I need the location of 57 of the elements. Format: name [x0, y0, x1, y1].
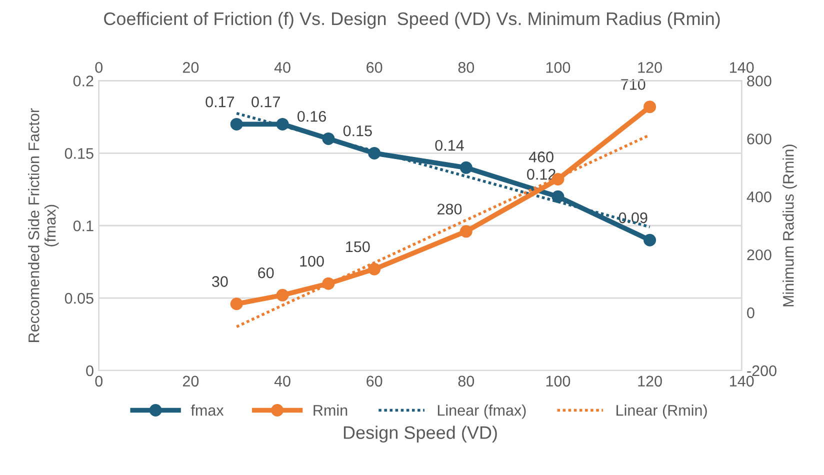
x-tick-label: 20: [182, 376, 199, 387]
x2-tick-label: 100: [546, 62, 570, 73]
data-label: 0.16: [297, 110, 326, 122]
x-tick-label: 0: [95, 376, 103, 387]
data-label: 0.17: [206, 96, 234, 108]
x-tick-label: 140: [730, 376, 754, 387]
x-axis-title: Design Speed (VD): [344, 426, 497, 443]
legend-label: Linear (Rmin): [616, 404, 707, 419]
legend-label: Linear (fmax): [438, 404, 526, 419]
y-tick-label: 0: [86, 365, 94, 376]
point: [644, 100, 656, 114]
y-axis-title: Reccomended Side Friction Factor (fmax): [28, 108, 59, 342]
point: [368, 262, 381, 276]
data-label: 150: [346, 241, 370, 252]
data-label: 30: [212, 276, 228, 287]
data-label: 0.14: [435, 140, 464, 151]
point: [644, 234, 656, 246]
data-label: 0.15: [343, 125, 372, 136]
x-tick-label: 120: [638, 376, 662, 387]
data-label: 0.12: [527, 168, 556, 180]
x2-tick-label: 80: [458, 62, 474, 73]
y2-tick-label: 200: [747, 249, 772, 260]
y2-axis-title: Minimum Radius (Rmin): [782, 144, 797, 306]
data-label: 60: [258, 267, 274, 278]
y2-tick-label: 800: [747, 76, 772, 86]
point: [460, 225, 472, 238]
chart-title: Coefficient of Friction (f) Vs. Design Speed (VD) Vs. Minimum Radius (Rmin): [104, 12, 720, 29]
point: [276, 288, 289, 302]
data-label: 0.17: [252, 96, 280, 108]
x2-tick-label: 60: [366, 62, 382, 73]
x2-tick-label: 20: [182, 62, 199, 73]
y2-tick-label: 0: [747, 307, 754, 318]
legend-label: Rmin: [314, 404, 348, 416]
x-tick-label: 40: [274, 376, 290, 387]
y2-tick-label: 600: [747, 134, 772, 144]
y-tick-label: 0.1: [73, 220, 94, 232]
point: [230, 298, 243, 310]
point: [230, 118, 243, 130]
y2-tick-label: 400: [746, 192, 772, 202]
x-tick-label: 60: [366, 376, 382, 387]
y-tick-label: 0.05: [64, 292, 94, 304]
y2-tick-label: -200: [747, 365, 776, 376]
data-label: 460: [528, 152, 554, 162]
data-label: 100: [300, 256, 324, 267]
legend-label: fmax: [190, 404, 224, 416]
y-tick-label: 0.2: [73, 76, 94, 86]
data-label: 0.09: [618, 212, 648, 224]
data-label: 280: [438, 204, 462, 215]
point: [552, 190, 564, 203]
x2-tick-label: 140: [730, 62, 754, 73]
x2-tick-label: 0: [95, 62, 103, 73]
x-tick-label: 80: [458, 376, 474, 387]
point: [460, 161, 472, 174]
x2-tick-label: 120: [638, 62, 662, 73]
x2-tick-label: 40: [274, 62, 290, 73]
x-tick-label: 100: [546, 376, 570, 387]
y-tick-label: 0.15: [64, 148, 94, 159]
